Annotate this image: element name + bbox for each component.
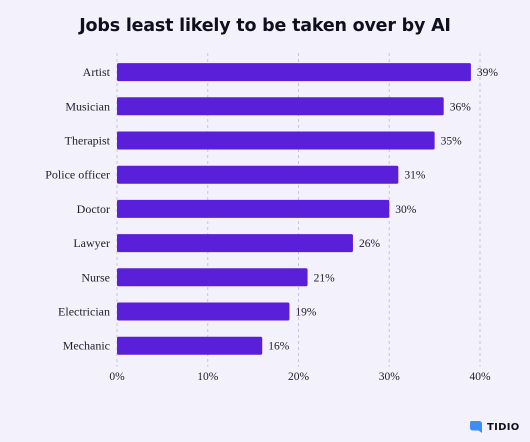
x-tick-label: 10% (197, 371, 219, 383)
category-label: Mechanic (63, 339, 110, 353)
bars-group (117, 63, 471, 355)
category-label: Police officer (45, 168, 110, 182)
bar-electrician (117, 302, 290, 321)
bar-musician (117, 97, 444, 116)
x-tick-label: 30% (379, 371, 401, 383)
category-label: Nurse (81, 270, 110, 284)
value-label: 16% (268, 341, 290, 353)
value-label: 21% (314, 272, 336, 284)
tidio-logo-icon (470, 421, 482, 433)
bar-mechanic (117, 336, 263, 355)
bar-police-officer (117, 165, 399, 184)
value-labels: 39% 36% 35% 31% 30% 26% 21% 19% 16% (268, 67, 498, 353)
bar-lawyer (117, 234, 353, 253)
value-label: 36% (450, 101, 472, 113)
value-label: 19% (295, 307, 317, 319)
bar-doctor (117, 199, 390, 218)
x-tick-label: 0% (109, 371, 125, 383)
x-tick-label: 20% (288, 371, 310, 383)
brand-name: TIDIO (487, 421, 520, 433)
value-label: 39% (477, 67, 499, 79)
value-label: 26% (359, 238, 381, 250)
value-label: 30% (395, 204, 417, 216)
value-label: 35% (441, 136, 463, 148)
x-tick-label: 40% (469, 371, 491, 383)
bar-artist (117, 63, 471, 82)
chart-title: Jobs least likely to be taken over by AI (79, 16, 451, 36)
value-label: 31% (404, 170, 426, 182)
bar-nurse (117, 268, 308, 287)
category-label: Musician (65, 99, 110, 113)
category-label: Electrician (58, 305, 110, 319)
category-labels: Artist Musician Therapist Police officer Doc… (45, 65, 110, 353)
bar-therapist (117, 131, 435, 150)
tidio-logo: TIDIO (469, 420, 520, 434)
category-label: Therapist (65, 134, 111, 148)
category-label: Artist (83, 65, 111, 79)
category-label: Lawyer (73, 236, 110, 250)
category-label: Doctor (77, 202, 110, 216)
x-tick-labels: 0% 10% 20% 30% 40% (109, 371, 491, 383)
